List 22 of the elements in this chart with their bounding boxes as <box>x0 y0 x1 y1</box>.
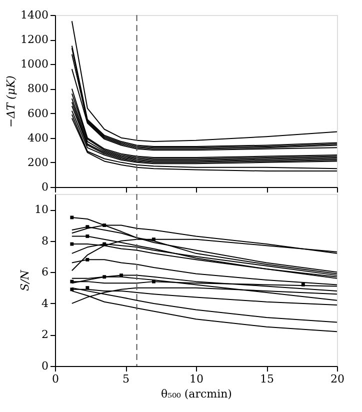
y-tick-label: 2 <box>42 328 48 342</box>
y-tick-label: 6 <box>42 266 48 279</box>
x-tick-label: 0 <box>52 372 59 386</box>
y-tick-label: 0 <box>42 180 48 194</box>
y-tick-label: 10 <box>34 203 48 216</box>
x-tick-label: 10 <box>190 372 204 386</box>
y-tick-label: 600 <box>28 106 48 120</box>
x-tick-label: 5 <box>122 372 130 386</box>
y-tick-label: 0 <box>42 360 48 372</box>
y-tick-label: 1400 <box>20 8 48 22</box>
x-tick-label: 20 <box>330 372 344 386</box>
y-tick-label: 1200 <box>20 33 48 46</box>
x-tick-label: 15 <box>260 372 274 386</box>
y-tick-label: 200 <box>28 156 48 169</box>
x-axis-title: θ₅₀₀ (arcmin) <box>161 388 232 400</box>
y-tick-label: 1000 <box>20 58 48 71</box>
y-tick-label: 800 <box>28 82 48 96</box>
y-axis-title: S/N <box>18 270 32 291</box>
y-tick-label: 8 <box>42 234 48 248</box>
y-tick-label: 400 <box>28 131 48 144</box>
y-axis-title: −ΔT (μK) <box>4 76 18 128</box>
y-tick-label: 4 <box>42 296 48 310</box>
